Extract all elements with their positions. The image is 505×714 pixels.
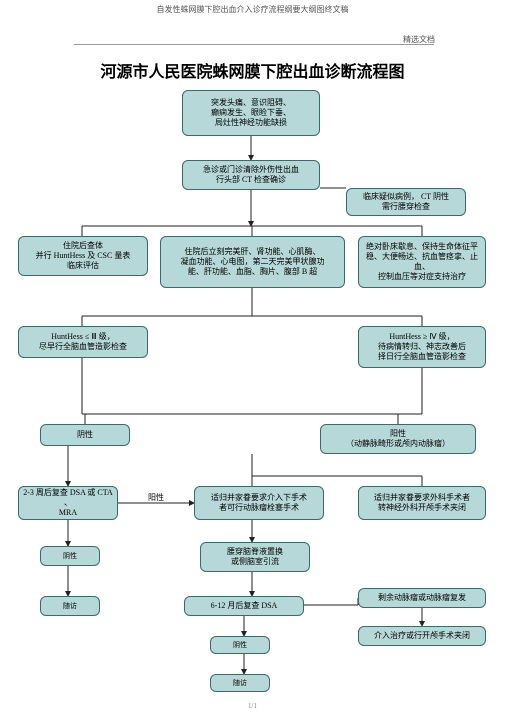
edge-label-11: 阳性	[148, 492, 164, 503]
flow-node-n9: 阴性	[40, 424, 130, 446]
flow-node-n19: 介入治疗或行开颅手术夹闭	[358, 626, 486, 646]
page: 自发性蛛网膜下腔出血介入诊疗流程纲要大纲图终文稿 精选文档 河源市人民医院蛛网膜…	[0, 0, 505, 714]
footer: 1/1	[0, 702, 505, 710]
flow-node-n17: 6-12 月后复查 DSA	[184, 596, 304, 616]
flow-node-n2: 急诊或门诊清除外伤性出血行头部 CT 检查确诊	[182, 160, 320, 190]
flow-node-n11: 2-3 周后复查 DSA 或 CTA 、MRA	[18, 486, 118, 520]
page-title: 河源市人民医院蛛网膜下腔出血诊断流程图	[0, 58, 505, 82]
flow-node-n16: 随访	[40, 596, 100, 616]
flow-node-n14: 腰穿脑脊液置换或侧脑室引流	[200, 542, 310, 572]
divider	[74, 44, 434, 45]
flow-node-n20: 阴性	[210, 636, 270, 654]
flow-node-n13: 适归并家眷要求外科手术者转神经外科开颅手术夹闭	[358, 486, 486, 520]
flow-node-n5: 住院后立刻完美肝、肾功能、心肌酶、凝血功能、心电图，第二天完美甲状腺功能、肝功能…	[160, 236, 345, 288]
flow-node-n1: 突发头痛、意识阻碍、癫痫发生、眼睑下垂、局灶性神经功能缺损	[182, 90, 320, 136]
flow-node-n21: 随访	[210, 674, 270, 692]
flow-node-n3: 临床疑似病例， CT 阴性需行腰穿检查	[346, 188, 466, 216]
flow-node-n12: 适归并家眷要求介入下手术者可行动脉瘤栓塞手术	[194, 486, 324, 520]
flow-node-n10: 阳性（动静脉畸形或颅内动脉瘤）	[320, 424, 476, 454]
flow-node-n8: HuntHess ≥ Ⅳ 级，待病情转归、神志改善后择日行全脑血管造影检查	[358, 326, 486, 368]
flow-node-n7: HuntHess ≤ Ⅲ 级，尽早行全脑血管造影检查	[18, 326, 148, 358]
flow-node-n18: 剩余动脉瘤或动脉瘤复发	[358, 588, 486, 608]
flow-node-n4: 住院后查体并行 HuntHess 及 CSC 量表临床评估	[18, 236, 148, 276]
flow-node-n15: 阴性	[40, 546, 100, 566]
doc-header: 自发性蛛网膜下腔出血介入诊疗流程纲要大纲图终文稿	[0, 4, 505, 15]
flow-node-n6: 绝对卧床歇息、保持生命体征平稳、大便畅达、抗血管痉挛、止血、控制血压等对症支持治…	[358, 236, 486, 288]
